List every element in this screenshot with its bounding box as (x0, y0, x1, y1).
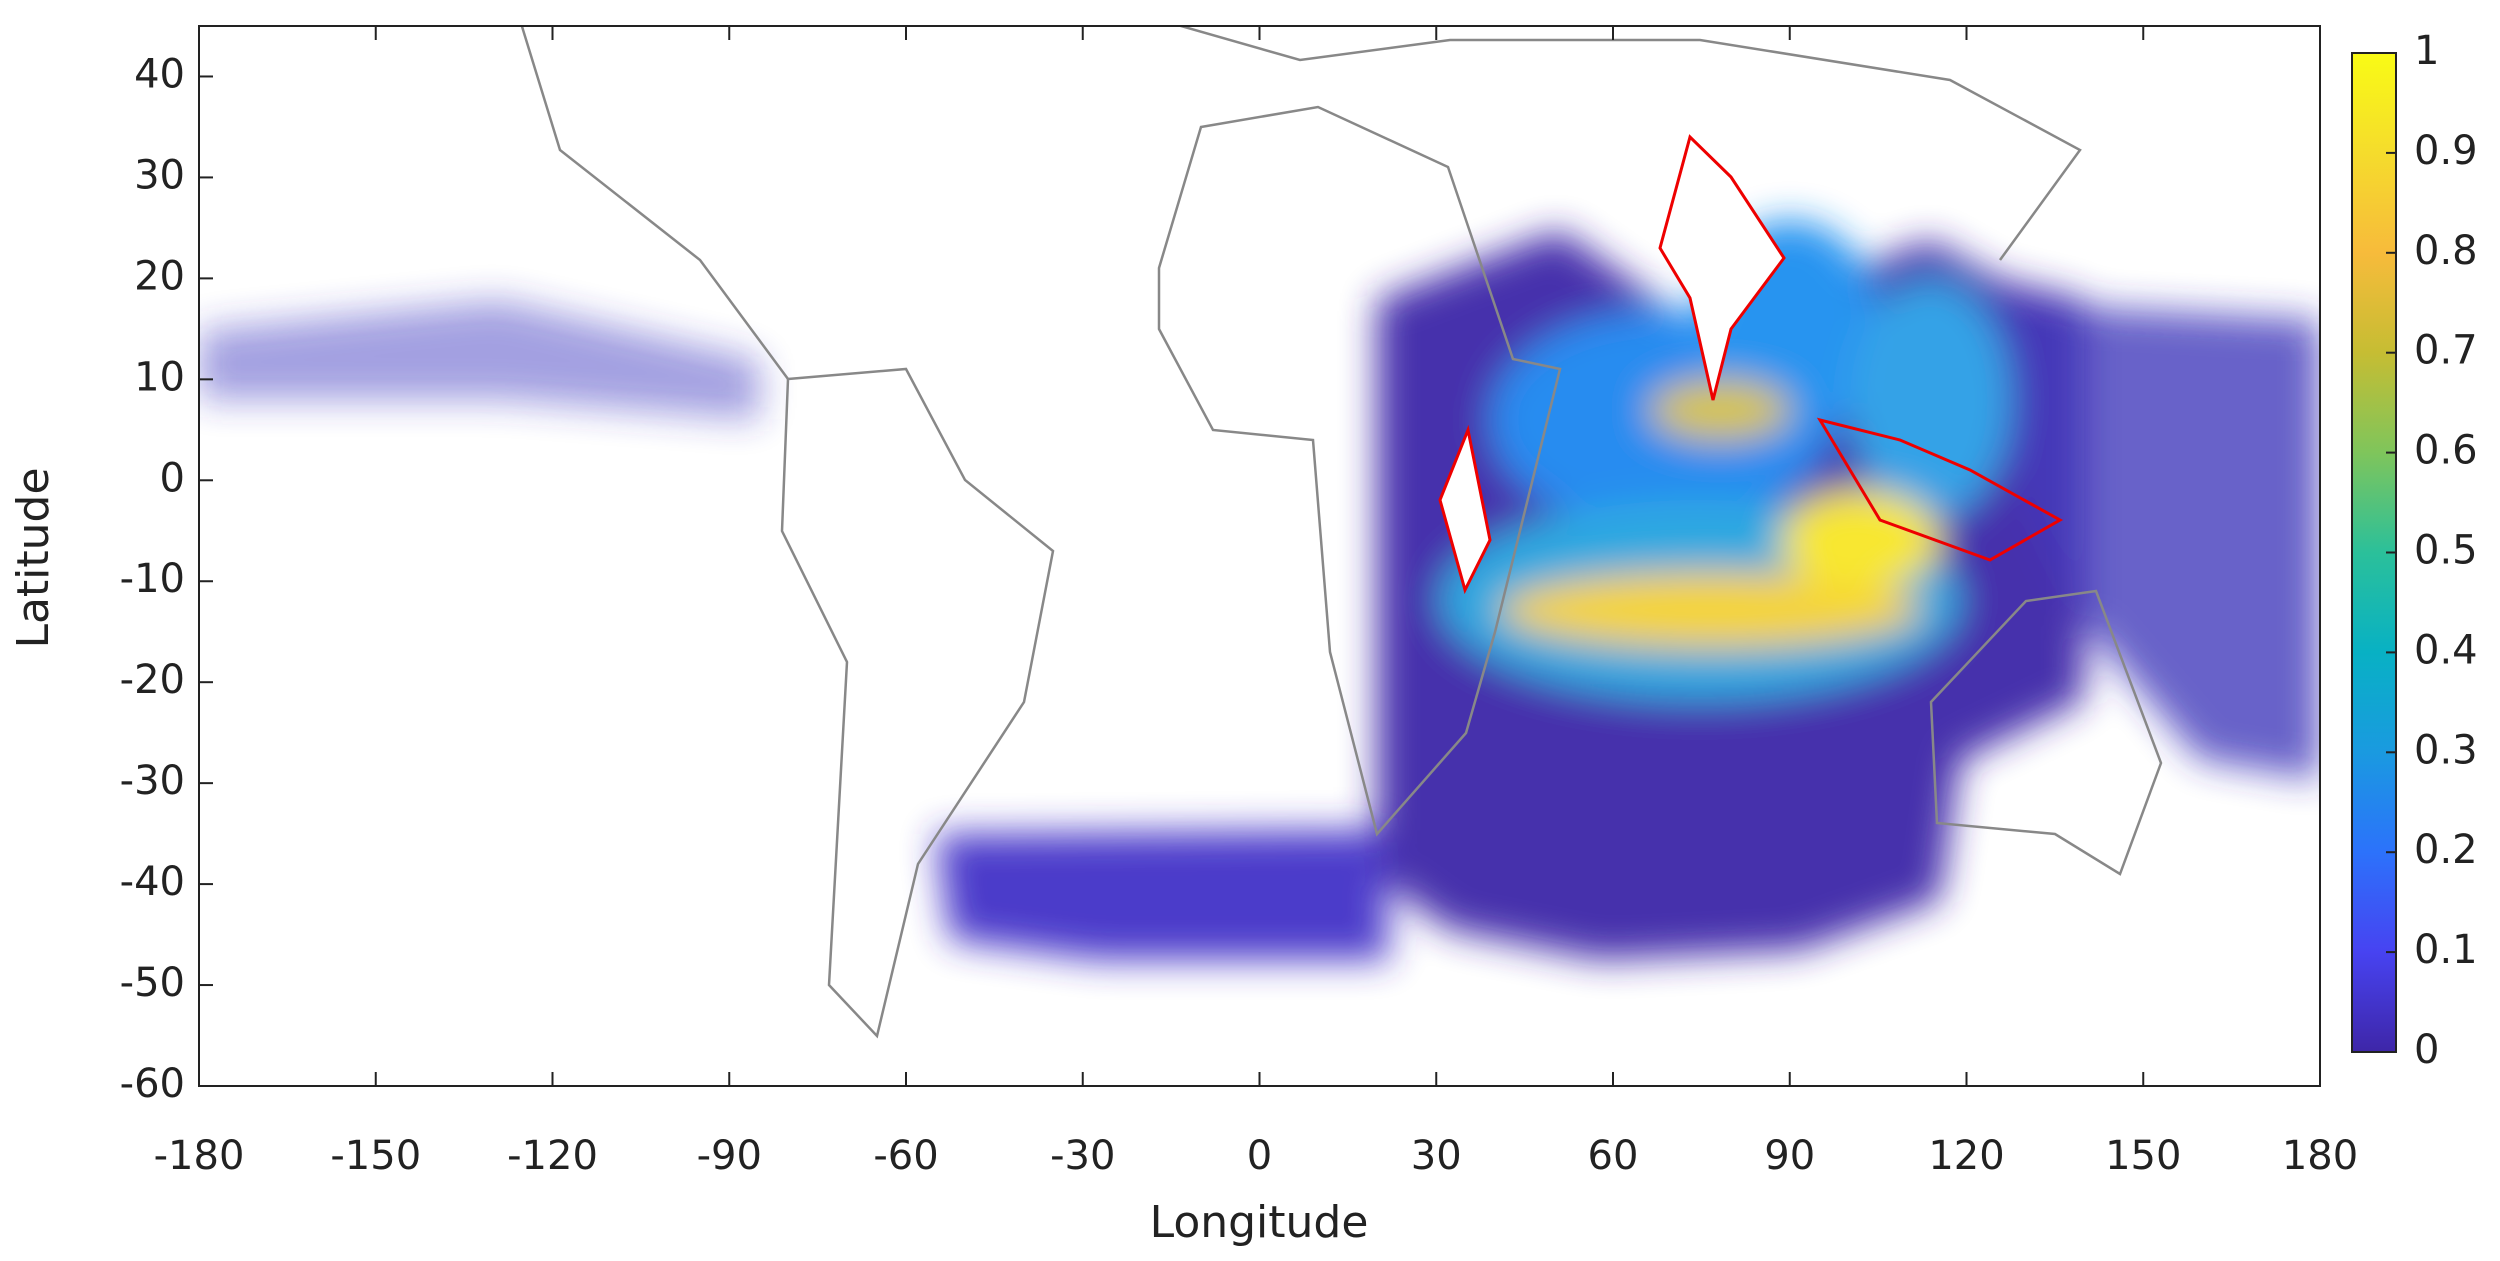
y-tick-label: -30 (120, 758, 185, 804)
x-tick-label: -120 (507, 1133, 598, 1179)
x-tick-label: -30 (1050, 1133, 1115, 1179)
y-tick-label: 20 (134, 253, 185, 299)
x-tick-label: 60 (1588, 1133, 1639, 1179)
x-tick-label: -60 (873, 1133, 938, 1179)
y-axis-label: Latitude (8, 467, 59, 648)
colorbar-tick-label: 0.8 (2414, 228, 2478, 274)
x-axis-label: Longitude (1150, 1197, 1369, 1248)
x-tick-label: -180 (154, 1133, 245, 1179)
y-tick-label: 0 (160, 455, 185, 501)
colorbar-tick-label: 0.5 (2414, 528, 2478, 574)
x-tick-label: 30 (1411, 1133, 1462, 1179)
indonesia-outline (1816, 417, 2064, 562)
x-tick-label: 120 (1928, 1133, 2004, 1179)
y-tick-label: -10 (120, 556, 185, 602)
colorbar-tick-label: 0.1 (2414, 927, 2478, 973)
colorbar-tick-label: 0.9 (2414, 128, 2478, 174)
x-tick-label: 0 (1247, 1133, 1272, 1179)
colorbar-tick-label: 0.3 (2414, 727, 2478, 773)
x-tick-label: -150 (330, 1133, 421, 1179)
x-tick-label: 90 (1764, 1133, 1815, 1179)
y-tick-label: -60 (120, 1061, 185, 1107)
y-tick-label: -50 (120, 960, 185, 1006)
colorbar-tick-label: 0.7 (2414, 328, 2478, 374)
y-tick-label: 30 (134, 152, 185, 198)
x-tick-label: 150 (2105, 1133, 2181, 1179)
x-tick-label: -90 (697, 1133, 762, 1179)
y-tick-label: -20 (120, 657, 185, 703)
africa-east-outline (1438, 424, 1492, 595)
colorbar-tick-label: 0.6 (2414, 428, 2478, 474)
coastlines (520, 26, 2163, 1039)
y-tick-label: 10 (134, 354, 185, 400)
y-tick-label: -40 (120, 859, 185, 905)
india-outline (1658, 134, 1786, 401)
x-tick-label: 180 (2282, 1133, 2358, 1179)
colorbar-tick-label: 0.2 (2414, 827, 2478, 873)
y-tick-label: 40 (134, 51, 185, 97)
colorbar-tick-label: 1 (2414, 28, 2439, 74)
density-layer (199, 26, 2320, 1039)
colorbar-tick-label: 0 (2414, 1027, 2439, 1073)
colorbar-tick-label: 0.4 (2414, 627, 2478, 673)
